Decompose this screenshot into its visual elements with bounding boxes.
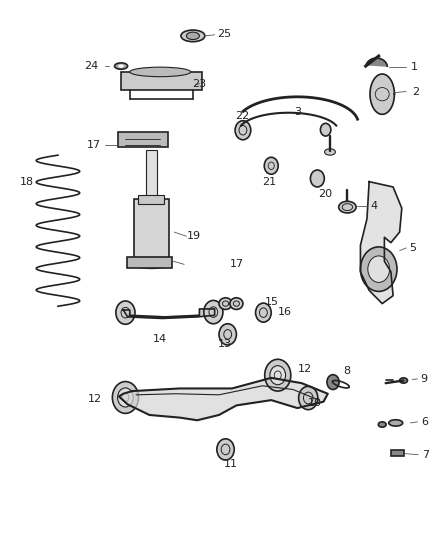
Text: 22: 22 (235, 111, 249, 121)
Text: 12: 12 (87, 394, 102, 404)
Text: 21: 21 (262, 176, 276, 187)
Text: 13: 13 (218, 339, 232, 349)
Text: 18: 18 (20, 176, 34, 187)
Text: 7: 7 (422, 450, 429, 460)
Text: 19: 19 (187, 231, 201, 241)
Polygon shape (360, 182, 402, 304)
Text: 24: 24 (84, 61, 98, 71)
Ellipse shape (181, 30, 205, 42)
Circle shape (219, 324, 237, 345)
FancyBboxPatch shape (121, 72, 201, 91)
Text: 14: 14 (153, 334, 167, 344)
Circle shape (264, 157, 278, 174)
Text: 5: 5 (409, 243, 416, 253)
Text: 8: 8 (343, 367, 350, 376)
Text: 11: 11 (224, 459, 238, 469)
Circle shape (255, 303, 271, 322)
Text: 2: 2 (412, 86, 419, 96)
Text: 12: 12 (297, 364, 311, 374)
Circle shape (327, 375, 339, 390)
Text: 23: 23 (192, 78, 206, 88)
Circle shape (204, 301, 223, 324)
Text: 3: 3 (294, 107, 301, 117)
Circle shape (117, 388, 133, 407)
Text: 10: 10 (308, 398, 322, 408)
Polygon shape (366, 58, 387, 66)
Bar (138, 195, 164, 205)
Bar (146, 150, 157, 200)
Text: 17: 17 (230, 260, 244, 269)
Circle shape (113, 382, 138, 414)
Bar (127, 257, 173, 268)
Bar (391, 450, 404, 456)
Polygon shape (119, 378, 328, 420)
Ellipse shape (130, 67, 191, 77)
Ellipse shape (378, 422, 386, 427)
Text: 20: 20 (318, 189, 333, 199)
Circle shape (116, 301, 135, 324)
Ellipse shape (115, 63, 127, 69)
Polygon shape (370, 74, 394, 114)
Ellipse shape (230, 298, 243, 310)
Ellipse shape (325, 149, 336, 155)
Ellipse shape (118, 64, 124, 68)
Text: 25: 25 (217, 29, 231, 39)
Text: 15: 15 (265, 297, 279, 307)
Polygon shape (123, 309, 215, 318)
Text: 9: 9 (420, 374, 427, 384)
Text: 16: 16 (278, 306, 292, 317)
Circle shape (360, 247, 397, 292)
Text: 1: 1 (410, 62, 417, 71)
Text: 6: 6 (421, 417, 428, 427)
Text: 4: 4 (371, 201, 378, 211)
Text: 17: 17 (86, 140, 101, 150)
Circle shape (217, 439, 234, 460)
Circle shape (235, 120, 251, 140)
Bar (134, 199, 170, 264)
Circle shape (299, 386, 318, 410)
Circle shape (311, 170, 324, 187)
Circle shape (368, 256, 390, 282)
Ellipse shape (339, 201, 356, 213)
Bar (118, 132, 168, 147)
Ellipse shape (399, 378, 407, 383)
Ellipse shape (389, 419, 403, 426)
Circle shape (265, 359, 291, 391)
Circle shape (270, 366, 286, 385)
Ellipse shape (219, 298, 232, 310)
Ellipse shape (186, 32, 199, 39)
Circle shape (321, 123, 331, 136)
